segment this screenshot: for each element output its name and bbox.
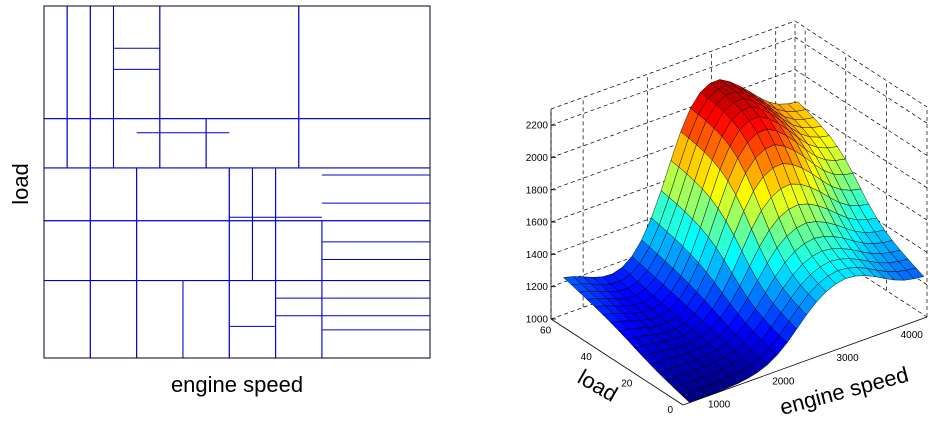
- z-tick-label: 1600: [526, 218, 549, 229]
- plot-area: [44, 6, 430, 358]
- x-tick-label: 2000: [772, 376, 795, 387]
- x-tick-label: 3000: [836, 353, 859, 364]
- surface-faces: [562, 79, 925, 403]
- x-tick-label: 4000: [901, 330, 924, 341]
- z-tick-label: 1200: [526, 282, 549, 293]
- y-tick-label: 40: [581, 352, 593, 363]
- surface-box-front: [550, 109, 928, 406]
- z-gridline: [550, 101, 928, 191]
- box-axis: [682, 316, 928, 406]
- partition-cells: [43, 5, 431, 359]
- surface-ticks: 1000 1200 1400 1600 1800 2000 2200 1000 2000 3000…: [526, 121, 924, 416]
- z-tick-label: 1400: [526, 250, 549, 261]
- z-tick-label: 1000: [526, 315, 549, 326]
- box-edge: [550, 20, 796, 110]
- z-tick-label: 2000: [526, 153, 549, 164]
- x-tick-label: 1000: [708, 399, 731, 410]
- z-gridline: [550, 36, 928, 126]
- x-axis-label: engine speed: [171, 372, 303, 397]
- z-tick-label: 2200: [526, 121, 549, 132]
- surface-x-axis-label: engine speed: [777, 362, 911, 420]
- surface-y-axis-label: load: [573, 364, 622, 406]
- z-tick-label: 1800: [526, 185, 549, 196]
- box-axis: [550, 318, 684, 406]
- y-tick-label: 60: [540, 326, 552, 337]
- surface-chart: 1000 1200 1400 1600 1800 2000 2200 1000 2000 3000…: [526, 20, 928, 420]
- y-tick-label: 0: [667, 405, 673, 416]
- z-gridline: [550, 69, 928, 158]
- box-edge: [794, 20, 928, 108]
- y-axis-label: load: [8, 163, 33, 205]
- partition-chart: engine speed load: [8, 5, 431, 397]
- plot-frame: [43, 5, 431, 359]
- y-tick-label: 20: [621, 379, 633, 390]
